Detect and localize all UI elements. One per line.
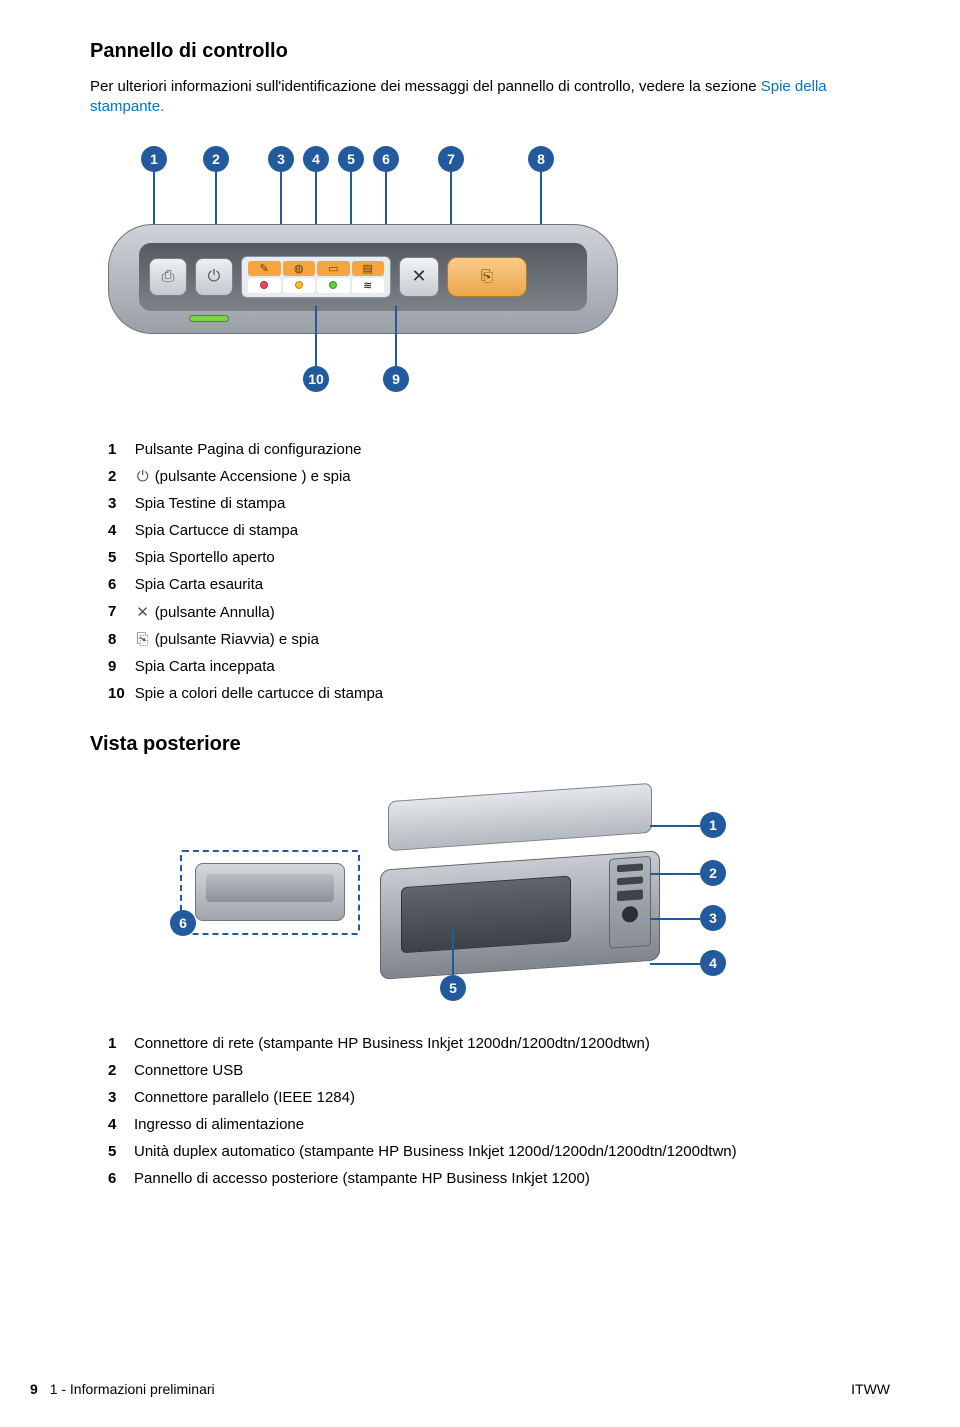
- legend1-t1: Pulsante Pagina di configurazione: [135, 436, 393, 463]
- power-button: ⏻: [195, 258, 233, 296]
- legend1-n6: 6: [108, 571, 135, 598]
- duplex-unit: [401, 875, 571, 953]
- parallel-port: [617, 889, 643, 901]
- printhead-icon: ✎: [248, 261, 281, 276]
- legend1-t9: Spia Carta inceppata: [135, 653, 393, 680]
- callout-6: 6: [373, 146, 399, 172]
- printer-rear: [380, 790, 660, 980]
- rear-callout-4: 4: [700, 950, 726, 976]
- legend1-n1: 1: [108, 436, 135, 463]
- legend2-n4: 4: [108, 1111, 134, 1138]
- config-page-button: ⎙: [149, 258, 187, 296]
- power-icon: ⏻: [135, 468, 151, 485]
- callout-1: 1: [141, 146, 167, 172]
- rear-callout-2: 2: [700, 860, 726, 886]
- legend2-t6: Pannello di accesso posteriore (stampant…: [134, 1165, 747, 1192]
- legend1-n7: 7: [108, 598, 135, 626]
- legend2-t5: Unità duplex automatico (stampante HP Bu…: [134, 1138, 747, 1165]
- cancel-button: ✕: [399, 257, 439, 297]
- panel-body: ⎙ ⏻ ✎ ◍ ▭ ▤ ≋ ✕ ⎘: [108, 224, 618, 334]
- chapter-label: 1 - Informazioni preliminari: [50, 1381, 215, 1397]
- legend1-t6: Spia Carta esaurita: [135, 571, 393, 598]
- legend1-t7: ✕(pulsante Annulla): [135, 598, 393, 626]
- legend2-n6: 6: [108, 1165, 134, 1192]
- legend1-t5: Spia Sportello aperto: [135, 544, 393, 571]
- legend1-t10: Spie a colori delle cartucce di stampa: [135, 680, 393, 707]
- door-open-icon: ▭: [317, 261, 350, 276]
- resume-icon: ⎘: [135, 631, 151, 648]
- control-panel-diagram: 1 2 3 4 5 6 7 8 ⎙ ⏻ ✎ ◍ ▭ ▤ ≋ ✕ ⎘: [108, 146, 628, 416]
- footer-right: ITWW: [851, 1381, 890, 1397]
- callout-8: 8: [528, 146, 554, 172]
- indicator-strip: ✎ ◍ ▭ ▤ ≋: [241, 256, 391, 298]
- callout-5: 5: [338, 146, 364, 172]
- network-port: [617, 863, 643, 872]
- callout-10: 10: [303, 366, 329, 392]
- intro-text: Per ulteriori informazioni sull'identifi…: [90, 78, 761, 95]
- power-inlet: [622, 905, 638, 922]
- legend1-t3: Spia Testine di stampa: [135, 490, 393, 517]
- legend2-n1: 1: [108, 1030, 134, 1057]
- legend2-n3: 3: [108, 1084, 134, 1111]
- legend2-t2: Connettore USB: [134, 1057, 747, 1084]
- legend1-t8: ⎘(pulsante Riavvia) e spia: [135, 626, 393, 653]
- legend1-n3: 3: [108, 490, 135, 517]
- callout-3: 3: [268, 146, 294, 172]
- rear-callout-3: 3: [700, 905, 726, 931]
- legend2-t3: Connettore parallelo (IEEE 1284): [134, 1084, 747, 1111]
- ports-block: [609, 855, 651, 948]
- section2-title: Vista posteriore: [90, 733, 890, 756]
- section2-legend: 1Connettore di rete (stampante HP Busine…: [108, 1030, 747, 1192]
- usb-port: [617, 876, 643, 885]
- rear-access-dashed: [180, 850, 360, 935]
- cancel-icon: ✕: [135, 603, 151, 621]
- legend1-t4: Spia Cartucce di stampa: [135, 517, 393, 544]
- section1-title: Pannello di controllo: [90, 40, 890, 63]
- rear-access-panel: [195, 863, 345, 921]
- power-led: [189, 315, 229, 322]
- legend1-n5: 5: [108, 544, 135, 571]
- legend2-t4: Ingresso di alimentazione: [134, 1111, 747, 1138]
- legend2-n5: 5: [108, 1138, 134, 1165]
- page-number: 9: [30, 1381, 38, 1397]
- legend1-n9: 9: [108, 653, 135, 680]
- cartridge-icon: ◍: [283, 261, 316, 276]
- panel-strip: ⎙ ⏻ ✎ ◍ ▭ ▤ ≋ ✕ ⎘: [139, 243, 587, 311]
- callout-7: 7: [438, 146, 464, 172]
- paper-jam-icon: ≋: [352, 278, 385, 293]
- section1-legend: 1Pulsante Pagina di configurazione 2⏻(pu…: [108, 436, 393, 707]
- legend1-n10: 10: [108, 680, 135, 707]
- legend2-n2: 2: [108, 1057, 134, 1084]
- legend1-n2: 2: [108, 463, 135, 490]
- legend2-t1: Connettore di rete (stampante HP Busines…: [134, 1030, 747, 1057]
- resume-button: ⎘: [447, 257, 527, 297]
- page-footer: 9 1 - Informazioni preliminari ITWW: [0, 1381, 960, 1397]
- callout-4: 4: [303, 146, 329, 172]
- rear-callout-5: 5: [440, 975, 466, 1001]
- callout-2: 2: [203, 146, 229, 172]
- paper-out-icon: ▤: [352, 261, 385, 276]
- rear-callout-1: 1: [700, 812, 726, 838]
- legend1-n8: 8: [108, 626, 135, 653]
- rear-view-diagram: 6 1 2 3 4 5: [170, 770, 730, 1010]
- rear-callout-6: 6: [170, 910, 196, 936]
- legend1-n4: 4: [108, 517, 135, 544]
- section1-intro: Per ulteriori informazioni sull'identifi…: [90, 77, 890, 118]
- callout-9: 9: [383, 366, 409, 392]
- legend1-t2: ⏻(pulsante Accensione ) e spia: [135, 463, 393, 490]
